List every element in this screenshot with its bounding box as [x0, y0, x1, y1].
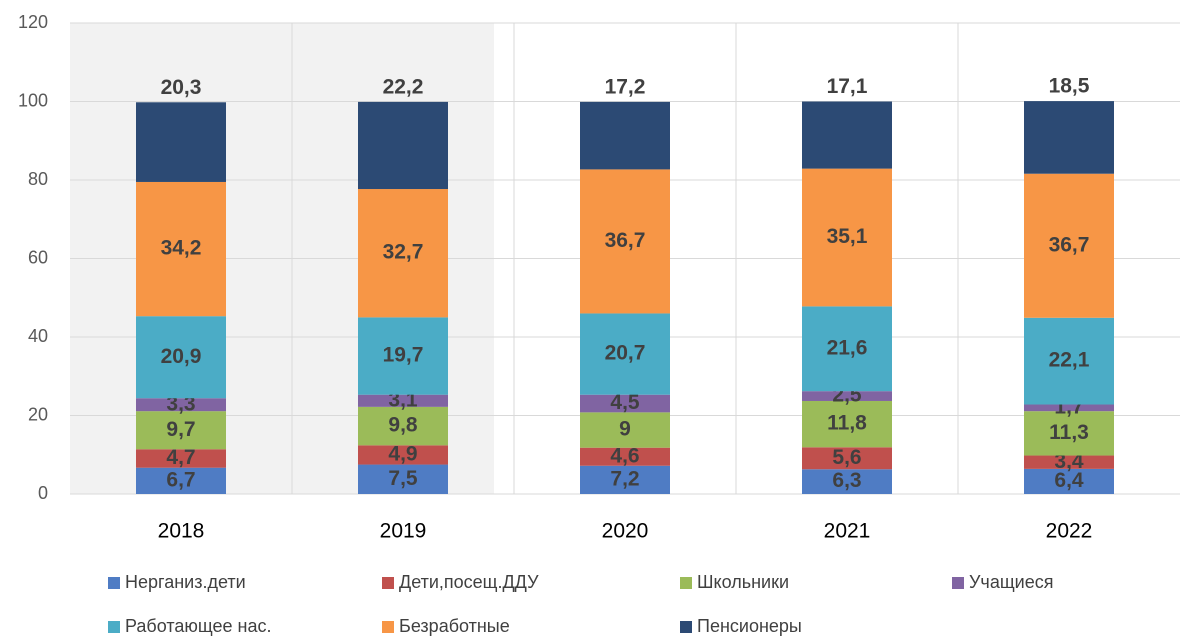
- bar-segment: [358, 394, 448, 407]
- bar-segment: [802, 391, 892, 401]
- legend-swatch: [680, 621, 692, 633]
- bar-segment: [136, 449, 226, 468]
- x-tick-label: 2022: [1046, 520, 1093, 543]
- y-tick-label: 100: [18, 90, 48, 110]
- data-label: 11,3: [1049, 421, 1089, 444]
- legend-label: Безработные: [399, 616, 510, 636]
- bar-segment: [136, 411, 226, 450]
- bar-segment: [1024, 317, 1114, 405]
- legend-swatch: [382, 577, 394, 589]
- bar-segment: [358, 406, 448, 446]
- bar-segment: [802, 400, 892, 448]
- bar-segment: [580, 447, 670, 466]
- data-label: 21,6: [827, 336, 868, 359]
- data-label: 4,6: [610, 444, 639, 467]
- legend-swatch: [382, 621, 394, 633]
- x-tick-label: 2018: [158, 520, 205, 543]
- y-tick-label: 20: [28, 404, 48, 424]
- bar-segment: [580, 394, 670, 413]
- bar-segment: [580, 412, 670, 448]
- y-tick-label: 60: [28, 247, 48, 267]
- bar-segment: [1024, 468, 1114, 494]
- x-tick-label: 2019: [380, 520, 427, 543]
- data-label: 9,7: [166, 418, 195, 441]
- bar-segment: [1024, 411, 1114, 456]
- bar-segment: [580, 101, 670, 170]
- bar-segment: [358, 189, 448, 318]
- data-label: 20,7: [605, 342, 646, 365]
- data-label: 9: [619, 418, 631, 441]
- data-label: 19,7: [383, 344, 424, 367]
- data-label: 22,2: [383, 75, 424, 98]
- bar-segment: [1024, 455, 1114, 469]
- bar-segment: [358, 101, 448, 190]
- bar-segment: [1024, 101, 1114, 174]
- data-label: 36,7: [605, 229, 646, 252]
- x-tick-label: 2020: [602, 520, 649, 543]
- data-label: 4,7: [166, 446, 195, 469]
- data-label: 9,8: [388, 414, 418, 437]
- y-tick-label: 120: [18, 12, 48, 32]
- legend-label: Пенсионеры: [697, 616, 802, 636]
- data-label: 7,2: [610, 467, 639, 490]
- bar-segment: [1024, 173, 1114, 318]
- y-tick-label: 80: [28, 169, 48, 189]
- bar-segment: [802, 469, 892, 494]
- bar-segment: [580, 169, 670, 314]
- data-label: 20,9: [161, 345, 202, 368]
- legend-label: Школьники: [697, 572, 789, 592]
- legend-swatch: [680, 577, 692, 589]
- data-label: 5,6: [832, 446, 861, 469]
- legend-label: Нерганиз.дети: [125, 572, 246, 592]
- bar-segment: [1024, 404, 1114, 412]
- y-tick-label: 40: [28, 326, 48, 346]
- bar-segment: [580, 465, 670, 494]
- bar-segment: [802, 306, 892, 392]
- data-label: 20,3: [161, 76, 202, 99]
- data-label: 18,5: [1049, 75, 1090, 98]
- data-label: 4,5: [610, 391, 640, 414]
- legend-label: Дети,посещ.ДДУ: [399, 572, 539, 592]
- legend-label: Работающее нас.: [125, 616, 271, 636]
- y-tick-label: 0: [38, 483, 48, 503]
- legend-swatch: [952, 577, 964, 589]
- data-label: 32,7: [383, 241, 424, 264]
- data-label: 11,8: [827, 412, 867, 435]
- bar-segment: [358, 464, 448, 494]
- bar-segment: [136, 102, 226, 182]
- data-label: 22,1: [1049, 349, 1090, 372]
- bar-segment: [802, 101, 892, 169]
- bar-segment: [136, 467, 226, 494]
- bar-segment: [358, 445, 448, 465]
- legend-swatch: [108, 621, 120, 633]
- data-label: 34,2: [161, 237, 202, 260]
- bar-segment: [358, 317, 448, 395]
- data-label: 6,3: [832, 469, 861, 492]
- data-label: 36,7: [1049, 233, 1090, 256]
- bar-segment: [136, 316, 226, 399]
- data-label: 17,1: [827, 75, 868, 98]
- legend-swatch: [108, 577, 120, 589]
- data-label: 6,4: [1054, 469, 1084, 492]
- bar-segment: [802, 168, 892, 307]
- data-label: 4,9: [388, 442, 417, 465]
- data-label: 7,5: [388, 467, 418, 490]
- legend-label: Учащиеся: [969, 572, 1053, 592]
- bar-segment: [802, 447, 892, 470]
- bar-segment: [136, 181, 226, 317]
- bar-segment: [580, 313, 670, 395]
- data-label: 6,7: [166, 468, 195, 491]
- data-label: 17,2: [605, 75, 646, 98]
- x-tick-label: 2021: [824, 520, 871, 543]
- bar-segment: [136, 398, 226, 412]
- data-label: 35,1: [827, 225, 868, 248]
